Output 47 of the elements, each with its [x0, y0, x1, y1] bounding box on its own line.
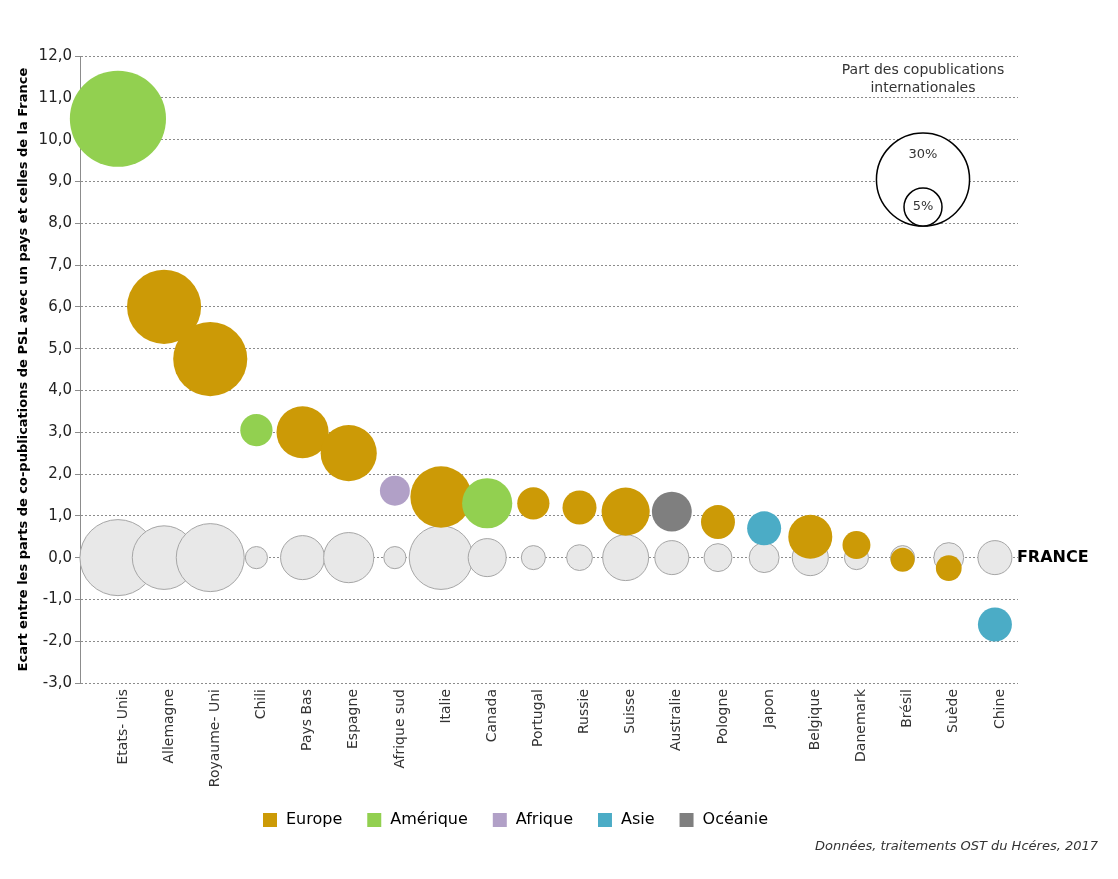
y-tick-label: 4,0 — [48, 380, 72, 399]
y-tick-label: -1,0 — [42, 589, 72, 608]
x-tick-label: Royaume- Uni — [205, 689, 222, 788]
x-tick-label: Belgique — [805, 689, 822, 751]
y-tick-label: 8,0 — [48, 213, 72, 232]
y-tick-label: -2,0 — [42, 631, 72, 650]
legend-label: Océanie — [702, 809, 769, 829]
y-axis-title: Ecart entre les parts de co-publications de PSL avec un pays et celles de la France — [15, 67, 31, 672]
x-tick-label: Espagne — [344, 689, 361, 749]
x-tick-label: Allemagne — [159, 689, 176, 764]
y-tick-label: 12,0 — [38, 45, 72, 64]
annotation: FRANCE — [1016, 546, 1089, 566]
x-tick-label: Chine — [990, 689, 1007, 730]
y-tick-label: 7,0 — [48, 254, 72, 273]
legend-label: 5% — [912, 198, 934, 214]
legend-label: Asie — [620, 809, 655, 829]
legend-label: Amérique — [390, 809, 468, 829]
y-tick-label: -3,0 — [42, 672, 72, 691]
y-tick-label: 11,0 — [38, 87, 72, 106]
x-tick-label: Australie — [667, 689, 684, 751]
x-tick-label: Chili — [252, 689, 269, 720]
y-tick-label: 9,0 — [48, 171, 72, 190]
y-tick-label: 10,0 — [38, 129, 72, 148]
x-tick-label: Afrique sud — [390, 689, 407, 769]
x-tick-label: Italie — [436, 689, 453, 724]
text: Données, traitements OST du Hcéres, 2017 — [813, 838, 1099, 853]
x-tick-label: Danemark — [852, 688, 869, 762]
x-tick-label: Suède — [944, 689, 961, 733]
legend-title: Part des copublications internationales — [841, 61, 1005, 96]
x-tick-label: Pays Bas — [298, 689, 315, 751]
legend-label: Afrique — [515, 809, 573, 829]
x-tick-label: Japon — [759, 689, 776, 730]
y-tick-label: 2,0 — [48, 463, 72, 482]
x-tick-label: Brésil — [898, 689, 915, 728]
x-tick-label: Canada — [482, 689, 499, 743]
x-tick-label: Pologne — [713, 689, 730, 745]
y-tick-label: 3,0 — [48, 422, 72, 441]
x-tick-label: Russie — [575, 689, 592, 735]
y-tick-label: 5,0 — [48, 338, 72, 357]
x-tick-label: Etats- Unis — [113, 689, 130, 765]
x-tick-label: Suisse — [621, 689, 638, 734]
y-tick-label: 6,0 — [48, 296, 72, 315]
legend-label: 30% — [908, 146, 938, 162]
y-tick-label: 1,0 — [48, 505, 72, 524]
legend-label: Europe — [285, 809, 343, 829]
y-tick-label: 0,0 — [48, 547, 72, 566]
x-tick-label: Portugal — [528, 689, 545, 747]
